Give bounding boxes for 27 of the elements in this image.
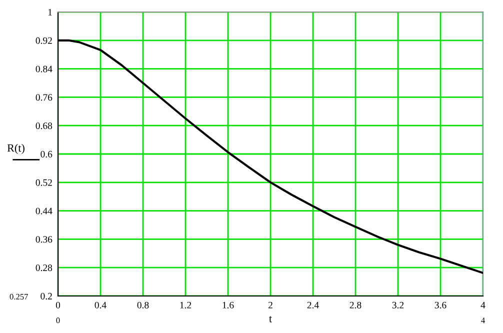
y-tick-label: 0.36 (36, 236, 52, 243)
x-tick-label: 2 (268, 302, 272, 308)
x-tick-label: 1.6 (222, 302, 234, 308)
y-tick-label: 0.84 (36, 66, 52, 72)
x-axis-title: t (269, 316, 272, 322)
y-tick-label: 0.68 (36, 122, 52, 130)
x-tick-label: 0 (56, 302, 60, 308)
text: 0.257 (10, 294, 28, 300)
y-tick-label: 0.44 (36, 208, 52, 214)
y-tick-label: 0.76 (36, 94, 52, 101)
y-axis-title: R(t) (7, 144, 24, 154)
x-tick-label: 2.8 (350, 302, 362, 308)
y-tick-label: 0.52 (36, 179, 52, 186)
y-tick-label: 0.6 (40, 150, 52, 158)
y-tick-label: 0.28 (36, 264, 52, 272)
x-tick-label: 0.4 (94, 302, 106, 308)
y-tick-label: 0.92 (36, 37, 52, 44)
x-tick-label: 2.4 (307, 302, 319, 308)
x-tick-label: 1.2 (180, 302, 192, 308)
y-tick-label: 0.2 (40, 292, 52, 300)
text: 4 (481, 318, 485, 324)
text: 0 (56, 318, 60, 324)
x-tick-label: 0.8 (137, 302, 149, 308)
x-tick-label: 3.2 (392, 302, 404, 308)
y-tick-label: 1 (48, 8, 52, 16)
x-tick-label: 3.6 (434, 302, 446, 308)
x-tick-label: 4 (480, 302, 486, 308)
